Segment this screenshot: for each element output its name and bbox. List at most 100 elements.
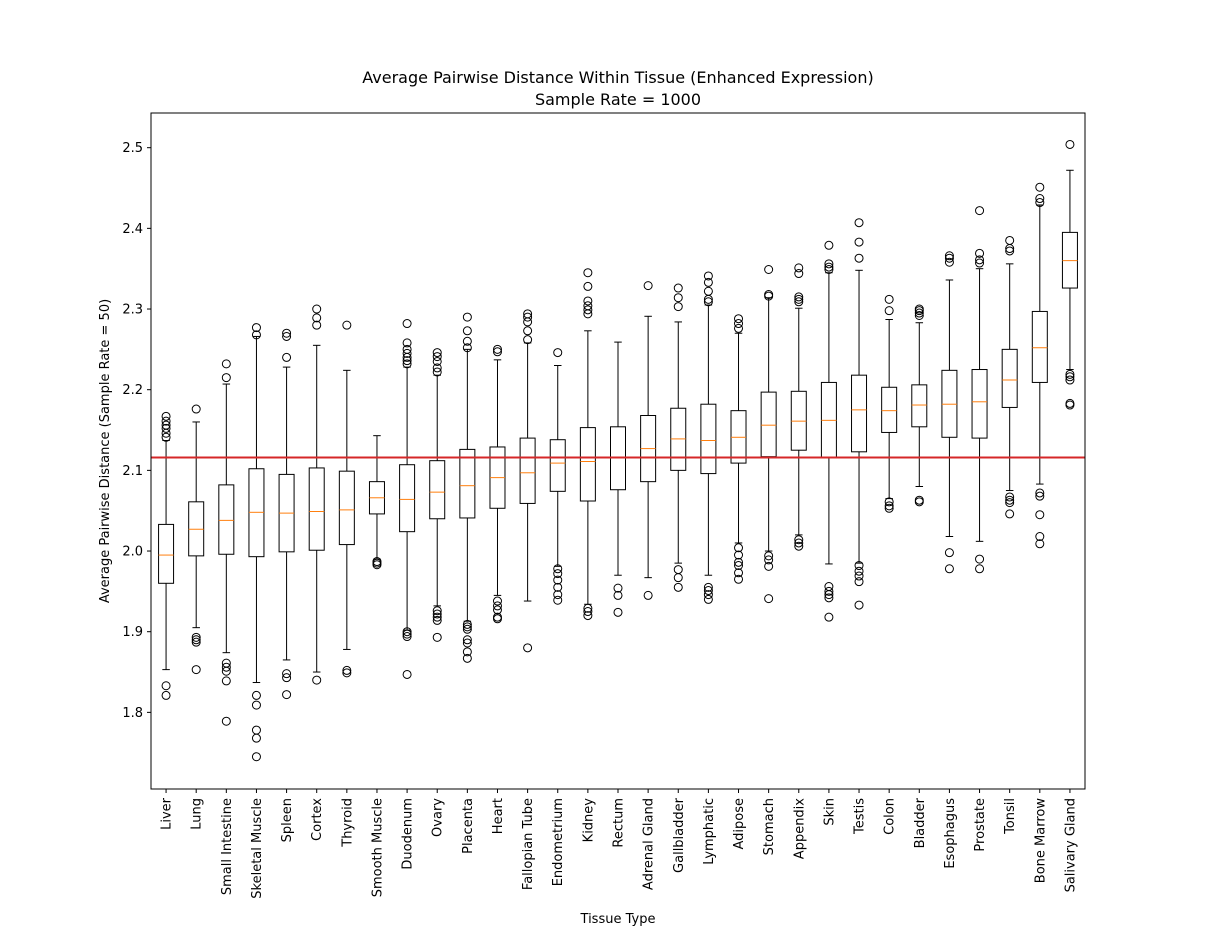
outlier-point <box>462 638 472 648</box>
box-kidney <box>579 427 596 502</box>
outlier-point <box>161 420 171 430</box>
outlier-point <box>523 326 533 336</box>
outlier-point <box>342 665 352 675</box>
outlier-point <box>703 582 713 592</box>
outlier-point <box>523 335 533 345</box>
outlier-point <box>643 590 653 600</box>
outlier-point <box>1035 510 1045 520</box>
outlier-point <box>402 629 412 639</box>
outlier-point <box>372 557 382 567</box>
plot-frame <box>150 112 1086 790</box>
outlier-point <box>703 594 713 604</box>
outlier-point <box>824 259 834 269</box>
outlier-point <box>583 268 593 278</box>
outlier-point <box>794 535 804 545</box>
outlier-point <box>251 330 261 340</box>
outlier-point <box>221 658 231 668</box>
outlier-point <box>1065 139 1075 149</box>
x-tick-label: Skeletal Muscle <box>250 798 265 899</box>
outlier-point <box>462 622 472 632</box>
outlier-point <box>764 290 774 300</box>
outlier-point <box>161 416 171 426</box>
x-tick-label: Placenta <box>461 798 476 854</box>
y-tick-label: 1.8 <box>122 706 143 721</box>
x-tick-label: Prostate <box>973 798 988 852</box>
y-tick-label: 2.3 <box>122 303 143 318</box>
outlier-point <box>854 561 864 571</box>
x-tick-label: Appendix <box>792 798 807 859</box>
outlier-point <box>251 323 261 333</box>
x-tick-label: Stomach <box>762 798 777 855</box>
outlier-point <box>1005 495 1015 505</box>
outlier-point <box>673 565 683 575</box>
outlier-point <box>191 637 201 647</box>
outlier-point <box>914 310 924 320</box>
outlier-point <box>462 343 472 353</box>
outlier-point <box>824 240 834 250</box>
x-tick-label: Colon <box>883 798 898 835</box>
outlier-point <box>432 632 442 642</box>
outlier-point <box>402 356 412 366</box>
outlier-point <box>553 569 563 579</box>
chart-title: Average Pairwise Distance Within Tissue … <box>362 68 873 87</box>
outlier-point <box>794 292 804 302</box>
outlier-point <box>944 548 954 558</box>
outlier-point <box>432 356 442 366</box>
outlier-point <box>764 561 774 571</box>
x-tick-label: Adrenal Gland <box>642 798 657 890</box>
x-tick-label: Thyroid <box>340 798 355 848</box>
outlier-point <box>884 294 894 304</box>
outlier-point <box>221 716 231 726</box>
x-tick-label: Rectum <box>612 798 627 848</box>
box-tonsil <box>1001 348 1018 408</box>
x-tick-label: Lung <box>190 798 205 830</box>
outlier-point <box>1035 182 1045 192</box>
outlier-point <box>161 681 171 691</box>
outlier-point <box>462 336 472 346</box>
outlier-point <box>975 564 985 574</box>
outlier-point <box>161 432 171 442</box>
outlier-point <box>191 665 201 675</box>
outlier-point <box>221 662 231 672</box>
outlier-point <box>794 269 804 279</box>
outlier-point <box>583 305 593 315</box>
outlier-point <box>432 606 442 616</box>
outlier-point <box>492 612 502 622</box>
outlier-point <box>884 503 894 513</box>
outlier-point <box>251 725 261 735</box>
y-tick-label: 2.4 <box>122 222 143 237</box>
outlier-point <box>523 309 533 319</box>
outlier-point <box>462 624 472 634</box>
outlier-point <box>794 297 804 307</box>
outlier-point <box>282 352 292 362</box>
outlier-point <box>975 258 985 268</box>
x-tick-label: Smooth Muscle <box>370 798 385 897</box>
outlier-point <box>402 319 412 329</box>
outlier-point <box>221 373 231 383</box>
outlier-point <box>282 690 292 700</box>
outlier-point <box>824 612 834 622</box>
outlier-point <box>312 313 322 323</box>
outlier-point <box>613 583 623 593</box>
x-tick-label: Endometrium <box>551 798 566 886</box>
outlier-point <box>734 319 744 329</box>
outlier-point <box>734 550 744 560</box>
x-tick-label: Spleen <box>280 798 295 842</box>
outlier-point <box>1065 375 1075 385</box>
outlier-point <box>944 253 954 263</box>
outlier-point <box>553 564 563 574</box>
box-thyroid <box>338 470 355 546</box>
outlier-point <box>312 304 322 314</box>
outlier-point <box>462 647 472 657</box>
box-fallopian-tube <box>519 437 536 504</box>
outlier-point <box>734 543 744 553</box>
outlier-point <box>824 264 834 274</box>
outlier-point <box>673 582 683 592</box>
outlier-point <box>1065 398 1075 408</box>
outlier-point <box>462 653 472 663</box>
outlier-point <box>402 632 412 642</box>
x-tick-label: Heart <box>491 798 506 834</box>
outlier-point <box>462 326 472 336</box>
box-duodenum <box>399 464 416 533</box>
